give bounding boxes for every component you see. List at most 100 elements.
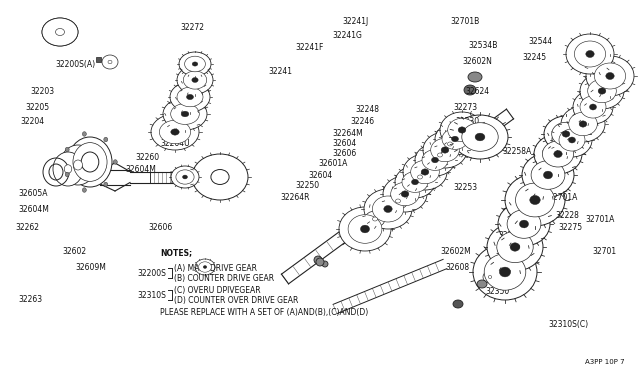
Ellipse shape [42, 18, 78, 46]
Ellipse shape [598, 88, 606, 94]
Ellipse shape [588, 79, 616, 103]
Ellipse shape [81, 152, 99, 172]
Ellipse shape [580, 73, 624, 109]
Ellipse shape [102, 55, 118, 69]
Ellipse shape [104, 182, 108, 187]
Text: 32228M: 32228M [498, 231, 529, 240]
Text: 32601A: 32601A [318, 158, 348, 167]
Text: 32608: 32608 [445, 263, 469, 272]
Text: 32264R: 32264R [280, 192, 310, 202]
Text: 32310S(C): 32310S(C) [548, 321, 588, 330]
Ellipse shape [441, 147, 449, 153]
Text: 32263: 32263 [18, 295, 42, 305]
Ellipse shape [322, 261, 328, 267]
Ellipse shape [171, 166, 199, 188]
Text: 32602N: 32602N [462, 58, 492, 67]
Text: (C) OVERU DPIVEGEAR: (C) OVERU DPIVEGEAR [174, 285, 260, 295]
Ellipse shape [197, 261, 213, 273]
Ellipse shape [464, 85, 476, 95]
Ellipse shape [430, 147, 450, 163]
Ellipse shape [42, 18, 78, 46]
Ellipse shape [484, 254, 526, 290]
Text: 32310S: 32310S [137, 291, 166, 299]
Ellipse shape [401, 191, 409, 197]
Ellipse shape [364, 189, 412, 229]
Ellipse shape [575, 41, 605, 67]
Ellipse shape [64, 165, 72, 173]
Ellipse shape [159, 120, 191, 144]
Ellipse shape [198, 262, 211, 272]
Text: 32241F: 32241F [295, 44, 323, 52]
Ellipse shape [530, 195, 540, 205]
Text: 32534B: 32534B [468, 41, 497, 49]
Ellipse shape [410, 169, 430, 185]
Ellipse shape [447, 142, 452, 146]
Text: (A) MAIN DRIVE GEAR: (A) MAIN DRIVE GEAR [174, 263, 257, 273]
Text: 32200S: 32200S [137, 269, 166, 278]
Ellipse shape [421, 169, 429, 175]
Text: 32241G: 32241G [332, 31, 362, 39]
Ellipse shape [483, 271, 497, 283]
Ellipse shape [316, 258, 324, 266]
Ellipse shape [515, 183, 554, 217]
Ellipse shape [186, 94, 193, 100]
Ellipse shape [417, 175, 422, 179]
Text: 32204: 32204 [20, 118, 44, 126]
Text: 32245: 32245 [522, 54, 546, 62]
Ellipse shape [520, 220, 529, 228]
Ellipse shape [534, 134, 582, 174]
Ellipse shape [458, 127, 466, 133]
Ellipse shape [568, 137, 575, 143]
Ellipse shape [211, 170, 229, 185]
Ellipse shape [451, 136, 458, 142]
Text: A3PP 10P 7: A3PP 10P 7 [586, 359, 625, 365]
Text: 32349: 32349 [488, 276, 512, 285]
Text: 32605A: 32605A [18, 189, 47, 198]
Ellipse shape [561, 106, 605, 142]
Text: 32264U: 32264U [160, 138, 189, 148]
Text: 32609M: 32609M [75, 263, 106, 273]
Ellipse shape [73, 142, 107, 182]
Ellipse shape [606, 73, 614, 80]
Ellipse shape [60, 145, 96, 185]
Ellipse shape [544, 116, 588, 152]
Ellipse shape [589, 104, 596, 110]
Ellipse shape [569, 112, 597, 136]
Text: 32246: 32246 [350, 118, 374, 126]
Ellipse shape [468, 72, 482, 82]
Ellipse shape [554, 151, 562, 157]
Text: (B) COUNTER DRIVE GEAR: (B) COUNTER DRIVE GEAR [174, 273, 274, 282]
Ellipse shape [108, 60, 112, 64]
Text: (D) COUNTER OVER DRIVE GEAR: (D) COUNTER OVER DRIVE GEAR [174, 295, 298, 305]
Text: 32701A: 32701A [585, 215, 614, 224]
Ellipse shape [182, 175, 188, 179]
Text: 32701B: 32701B [450, 17, 479, 26]
Ellipse shape [388, 193, 408, 209]
Ellipse shape [403, 154, 447, 190]
Ellipse shape [487, 223, 543, 271]
Text: 32544: 32544 [528, 38, 552, 46]
Ellipse shape [181, 111, 189, 117]
Ellipse shape [423, 132, 467, 168]
Ellipse shape [566, 34, 614, 74]
Text: 32624: 32624 [465, 87, 489, 96]
Ellipse shape [163, 98, 207, 130]
Ellipse shape [65, 172, 69, 177]
Text: 32604: 32604 [308, 170, 332, 180]
Text: 32701A: 32701A [548, 193, 577, 202]
Ellipse shape [497, 231, 533, 263]
Ellipse shape [431, 157, 438, 163]
Ellipse shape [573, 90, 613, 124]
Text: 32205: 32205 [25, 103, 49, 112]
Ellipse shape [68, 137, 112, 187]
Ellipse shape [192, 77, 198, 83]
Ellipse shape [552, 123, 592, 157]
Ellipse shape [360, 225, 369, 233]
Ellipse shape [192, 154, 248, 200]
Ellipse shape [448, 118, 476, 142]
Text: 32604M: 32604M [18, 205, 49, 215]
Text: 32602: 32602 [62, 247, 86, 257]
Ellipse shape [510, 243, 520, 251]
Ellipse shape [498, 202, 550, 246]
Text: 32250: 32250 [295, 180, 319, 189]
